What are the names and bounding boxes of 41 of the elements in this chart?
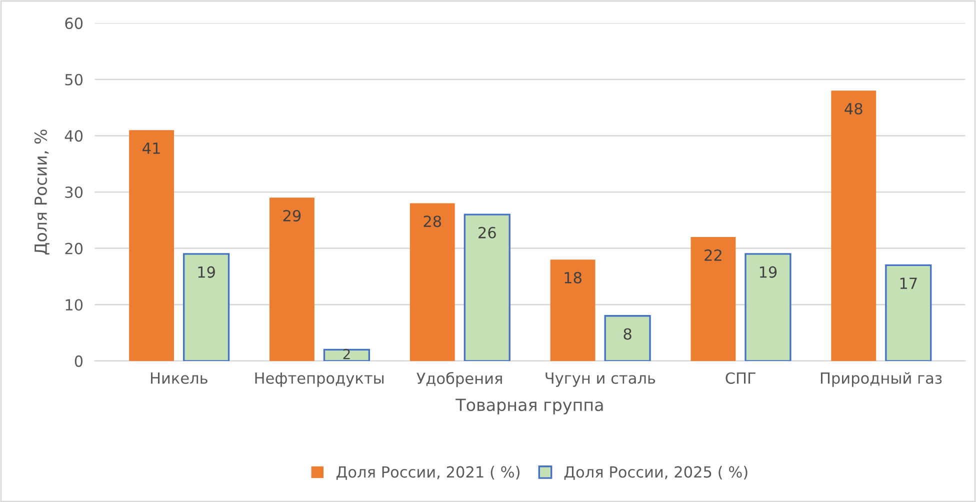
x-axis-title: Товарная группа <box>456 398 603 414</box>
bar <box>323 348 370 361</box>
bar <box>831 90 876 361</box>
data-label: 19 <box>198 266 215 278</box>
bar <box>604 315 651 361</box>
bar <box>550 260 596 361</box>
data-label: 17 <box>900 278 917 289</box>
bar <box>410 203 455 361</box>
legend-label: Доля России, 2021 ( %) <box>336 466 520 480</box>
bar <box>690 237 736 361</box>
data-label: 22 <box>704 249 722 261</box>
bar <box>885 264 932 361</box>
data-label: 41 <box>142 142 160 154</box>
data-label: 2 <box>343 348 350 360</box>
bar <box>269 198 314 361</box>
data-label: 29 <box>283 210 301 222</box>
y-tick-label: 20 <box>65 242 83 254</box>
data-label: 18 <box>564 272 582 284</box>
bar <box>183 253 230 361</box>
x-tick-label: Чугун и сталь <box>546 372 656 387</box>
bar <box>744 253 792 361</box>
bar <box>129 130 174 361</box>
x-tick-label: Никель <box>151 372 208 384</box>
data-label: 48 <box>844 102 862 115</box>
legend-label: Доля России, 2025 ( %) <box>564 466 748 480</box>
data-label: 28 <box>424 216 442 228</box>
y-tick-label: 0 <box>74 355 83 367</box>
y-tick-label: 30 <box>65 186 83 198</box>
y-tick-label: 40 <box>64 130 83 142</box>
data-label: 26 <box>478 226 496 238</box>
y-axis-title: Доля Росии, % <box>34 130 50 255</box>
x-tick-label: Удобрения <box>416 372 502 388</box>
x-tick-label: Природный газ <box>820 372 942 387</box>
x-tick-label: Нефтепродукты <box>255 372 384 387</box>
data-label: 8 <box>624 328 632 340</box>
y-tick-label: 60 <box>65 18 83 30</box>
y-tick-label: 50 <box>65 74 83 86</box>
x-tick-label: СПГ <box>726 372 756 384</box>
bar <box>464 214 510 361</box>
y-tick-label: 10 <box>66 299 83 311</box>
data-label: 19 <box>760 266 777 278</box>
